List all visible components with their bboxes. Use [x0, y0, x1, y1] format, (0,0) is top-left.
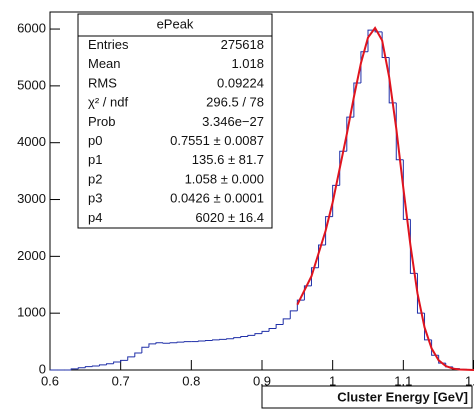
stats-value: 0.7551 ± 0.0087	[170, 133, 264, 148]
histogram-bin	[296, 299, 305, 311]
x-tick-label: 0.9	[253, 373, 271, 388]
histogram-bin	[77, 367, 86, 369]
y-tick-label: 0	[39, 361, 46, 376]
stats-label: Prob	[88, 114, 115, 129]
histogram-bin	[226, 338, 234, 340]
y-tick-label: 6000	[17, 20, 46, 35]
x-axis-label: Cluster Energy [GeV]	[337, 389, 468, 404]
histogram-bin	[303, 285, 312, 301]
stats-label: Mean	[88, 56, 121, 71]
stats-label: p4	[88, 210, 102, 225]
histogram-bin	[183, 341, 192, 343]
histogram-bin	[268, 328, 277, 332]
stats-box	[77, 13, 273, 229]
fit-curve	[296, 26, 474, 371]
y-tick-label: 2000	[17, 248, 46, 263]
stats-label: RMS	[88, 75, 117, 90]
stats-label: p3	[88, 191, 102, 206]
histogram-bin	[240, 335, 248, 338]
histogram-bin	[204, 339, 213, 342]
stats-value: 1.058 ± 0.000	[185, 171, 264, 186]
histogram-bin	[91, 365, 100, 367]
histogram-bin	[325, 216, 333, 245]
histogram-bin	[233, 337, 241, 339]
histogram-bin	[141, 346, 149, 353]
x-tick-label: 1.2	[465, 373, 474, 388]
histogram-bin	[84, 366, 93, 368]
x-tick-label: 1	[329, 373, 336, 388]
stats-label: p0	[88, 133, 102, 148]
y-tick-label: 3000	[17, 191, 46, 206]
histogram-bin	[106, 363, 114, 365]
y-tick-label: 5000	[17, 77, 46, 92]
x-tick-label: 0.6	[41, 373, 59, 388]
y-tick-label: 4000	[17, 134, 46, 149]
histogram-bin	[120, 359, 128, 363]
histogram-bin	[261, 330, 270, 334]
stats-value: 135.6 ± 81.7	[192, 152, 264, 167]
histogram-bin	[289, 310, 298, 319]
stats-label: χ² / ndf	[88, 95, 128, 110]
histogram-bin	[310, 267, 319, 286]
histogram-bin	[275, 324, 284, 329]
histogram-bin	[162, 342, 171, 344]
histogram-bin	[127, 356, 135, 361]
histogram-bin	[374, 30, 383, 33]
histogram-bin	[353, 82, 361, 118]
stats-label: p1	[88, 152, 102, 167]
stats-value: 0.09224	[217, 75, 264, 90]
histogram-bin	[98, 364, 107, 367]
histogram-bin	[254, 333, 262, 336]
x-tick-label: 1.1	[394, 373, 412, 388]
histogram-bin	[113, 361, 121, 364]
histogram-bin	[134, 352, 142, 357]
histogram-bin	[169, 342, 178, 344]
histogram-bin	[212, 339, 220, 341]
x-tick-label: 0.7	[112, 373, 130, 388]
histogram-bin	[360, 51, 368, 84]
histogram-bin	[346, 116, 354, 152]
stats-value: 275618	[221, 37, 264, 52]
histogram-bin	[176, 341, 185, 343]
stats-value: 0.0426 ± 0.0001	[170, 191, 264, 206]
stats-value: 1.018	[231, 56, 264, 71]
histogram-bin	[339, 150, 347, 186]
histogram-bin	[155, 342, 164, 344]
histogram-bin	[282, 318, 291, 325]
histogram-bin	[197, 340, 206, 342]
stats-value: 6020 ± 16.4	[195, 210, 264, 225]
histogram-bin	[148, 343, 156, 348]
histogram-bin	[219, 338, 227, 340]
y-tick-label: 1000	[17, 305, 46, 320]
x-label-box	[261, 385, 473, 409]
histogram-bin	[247, 334, 255, 337]
stats-title: ePeak	[157, 16, 194, 31]
x-tick-label: 0.8	[182, 373, 200, 388]
stats-value: 296.5 / 78	[206, 95, 264, 110]
histogram-bin	[318, 244, 326, 268]
stats-label: p2	[88, 171, 102, 186]
stats-value: 3.346e−27	[202, 114, 264, 129]
stats-label: Entries	[88, 37, 129, 52]
histogram-bin	[70, 368, 79, 370]
